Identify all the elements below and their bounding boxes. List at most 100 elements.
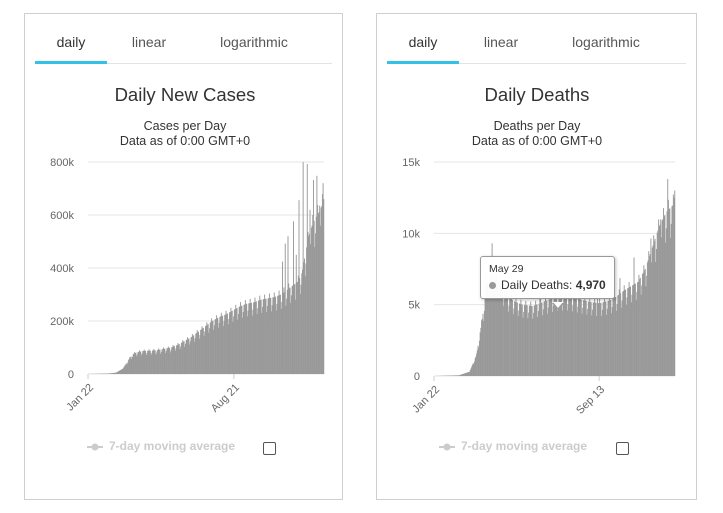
bar: [287, 236, 289, 374]
bar: [587, 308, 589, 376]
y-tick-label: 200k: [50, 316, 74, 328]
bar: [603, 302, 605, 376]
bar: [242, 311, 244, 374]
bar: [122, 368, 124, 374]
bar: [593, 302, 595, 376]
moving-average-legend[interactable]: 7-day moving average: [87, 439, 235, 453]
moving-average-checkbox[interactable]: [263, 442, 276, 455]
bar: [497, 298, 499, 376]
bar: [452, 375, 454, 376]
moving-average-checkbox[interactable]: [616, 442, 629, 455]
bar: [650, 238, 652, 376]
bar: [245, 304, 247, 374]
bar: [626, 297, 628, 376]
bar: [636, 292, 638, 376]
bar: [126, 364, 128, 374]
bar: [108, 373, 110, 374]
bar: [565, 296, 567, 376]
bar: [264, 294, 266, 374]
bar: [646, 275, 648, 376]
bar: [271, 311, 272, 374]
bar: [469, 371, 471, 376]
tab-daily[interactable]: daily: [387, 14, 459, 64]
bar: [493, 290, 494, 376]
bar: [469, 370, 471, 376]
bar: [496, 277, 498, 376]
bar: [542, 315, 544, 376]
bar: [452, 375, 454, 376]
bar: [115, 372, 117, 374]
bar: [621, 300, 623, 376]
tab-linear[interactable]: linear: [131, 34, 167, 50]
bar: [539, 290, 541, 376]
bar: [207, 324, 209, 374]
bar: [597, 303, 599, 376]
bar: [488, 296, 490, 376]
bar: [293, 284, 295, 374]
bar: [519, 303, 520, 376]
bar: [179, 349, 181, 374]
bar: [308, 236, 310, 374]
bar: [564, 291, 566, 376]
bar: [306, 247, 308, 374]
bar: [211, 318, 213, 374]
bar: [251, 302, 253, 374]
daily-deaths-chart: Daily Deaths Deaths per Day Data as of 0…: [402, 84, 676, 417]
bar: [548, 299, 550, 376]
bar: [139, 351, 141, 374]
bar: [246, 316, 248, 374]
bar: [467, 372, 468, 376]
tab-logarithmic[interactable]: logarithmic: [572, 34, 640, 50]
bar: [145, 350, 147, 374]
bar: [256, 314, 258, 374]
bar: [608, 296, 610, 376]
bar: [670, 223, 672, 376]
bar: [184, 346, 186, 374]
bar: [523, 311, 525, 376]
bar: [508, 305, 510, 376]
bar: [609, 300, 611, 376]
moving-average-legend[interactable]: 7-day moving average: [439, 439, 587, 453]
bar: [246, 303, 248, 374]
bar: [490, 264, 492, 376]
bar: [533, 312, 535, 376]
bar: [594, 298, 596, 376]
bar: [160, 351, 162, 374]
bar: [219, 316, 221, 374]
bar: [268, 293, 270, 374]
bar: [150, 354, 152, 374]
bar: [615, 310, 617, 376]
bar: [655, 261, 657, 376]
bar: [504, 293, 506, 376]
bar: [134, 353, 136, 374]
bar: [110, 373, 111, 374]
bar: [580, 299, 582, 376]
bar: [171, 347, 173, 374]
bar: [203, 335, 205, 374]
bar: [152, 350, 154, 374]
bar: [214, 319, 216, 374]
bar: [639, 279, 641, 376]
bar: [573, 297, 575, 376]
bar: [660, 237, 662, 376]
tab-logarithmic[interactable]: logarithmic: [220, 34, 288, 50]
bar: [544, 301, 546, 376]
bar: [142, 351, 144, 374]
tab-linear[interactable]: linear: [483, 34, 519, 50]
bar: [651, 262, 653, 376]
bar: [134, 352, 136, 374]
bar: [239, 306, 241, 374]
bar: [518, 310, 520, 376]
chart-title: Daily New Cases: [115, 84, 256, 105]
bar: [284, 291, 286, 374]
bar: [658, 226, 660, 376]
bar: [222, 315, 224, 374]
bar: [264, 298, 266, 374]
tab-daily[interactable]: daily: [35, 14, 107, 64]
bar: [475, 356, 477, 376]
bar: [476, 353, 478, 376]
bar: [598, 303, 600, 376]
bar: [141, 353, 143, 374]
bar: [322, 183, 324, 374]
bar: [646, 262, 648, 376]
